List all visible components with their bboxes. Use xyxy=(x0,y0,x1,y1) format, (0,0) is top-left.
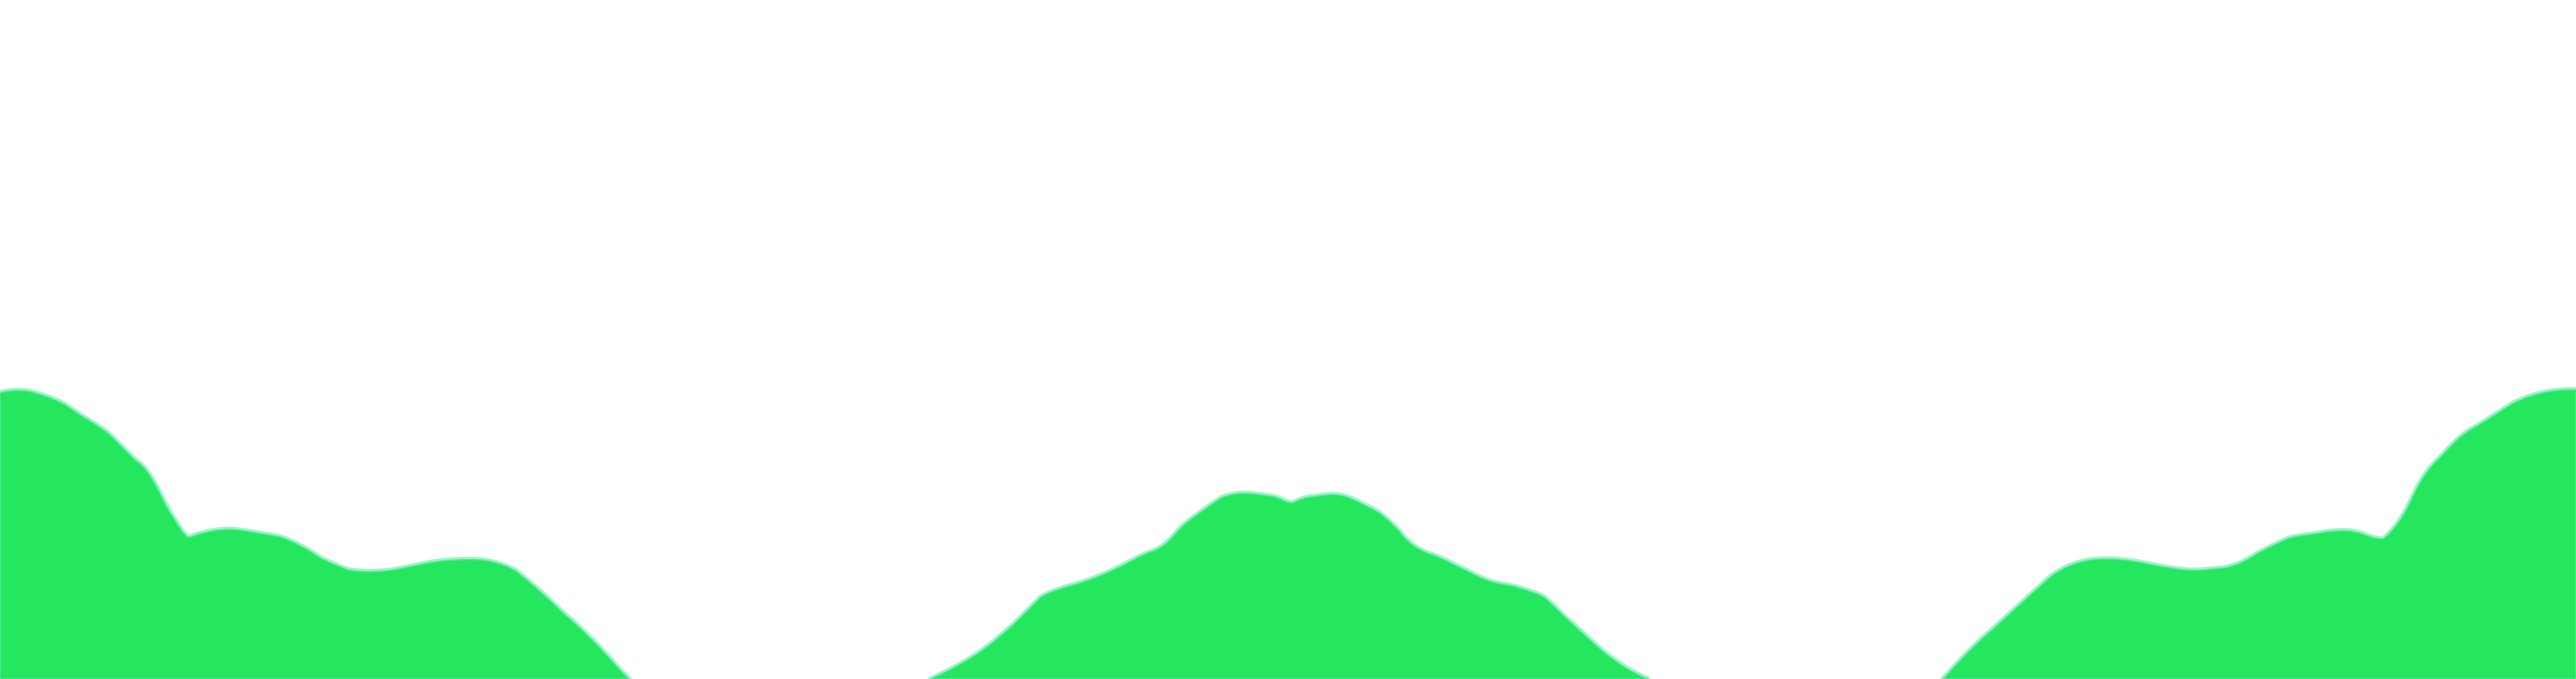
left-hill-ridge-outline xyxy=(0,390,630,679)
left-hill xyxy=(0,387,632,679)
right-hill-ridge-outline xyxy=(1943,389,2576,679)
right-hill xyxy=(1940,387,2576,679)
middle-hill xyxy=(928,490,1651,679)
middle-hill-ridge-outline xyxy=(930,492,1648,679)
